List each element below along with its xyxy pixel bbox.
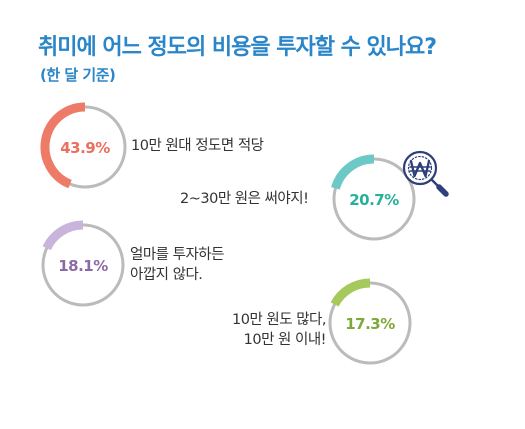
donut-label-20-7: 20.7% <box>349 191 399 209</box>
chart-subtitle: (한 달 기준) <box>40 66 116 84</box>
caption-line: 아깝지 않다. <box>130 267 203 283</box>
donut-20-7: 20.7% <box>331 154 416 241</box>
caption-17-3: 10만 원도 많다, 10만 원 이내! <box>208 310 326 350</box>
donut-18-1: 18.1% <box>41 220 125 307</box>
caption-line: 10만 원 이내! <box>243 332 327 348</box>
donut-label-43-9: 43.9% <box>60 139 110 157</box>
caption-line: 10만 원도 많다, <box>232 312 326 328</box>
caption-line: 2~30만 원은 써야지! <box>180 191 309 207</box>
donut-label-18-1: 18.1% <box>58 257 108 275</box>
donut-17-3: 17.3% <box>328 278 412 365</box>
chart-title: 취미에 어느 정도의 비용을 투자할 수 있나요? <box>38 35 437 60</box>
caption-18-1: 얼마를 투자하든 아깝지 않다. <box>130 245 225 285</box>
donut-arc-17-3 <box>330 278 371 307</box>
donut-arc-43-9 <box>40 102 86 189</box>
donut-arc-20-7 <box>331 154 375 190</box>
caption-20-7: 2~30만 원은 써야지! <box>180 189 309 209</box>
caption-line: 얼마를 투자하든 <box>130 247 225 263</box>
donut-arc-18-1 <box>42 220 84 251</box>
donut-43-9: 43.9% <box>40 102 127 189</box>
caption-line: 10만 원대 정도면 적당 <box>131 138 264 154</box>
donut-label-17-3: 17.3% <box>345 315 395 333</box>
caption-43-9: 10만 원대 정도면 적당 <box>131 136 264 156</box>
won-coin-magnifier-icon <box>402 150 449 197</box>
